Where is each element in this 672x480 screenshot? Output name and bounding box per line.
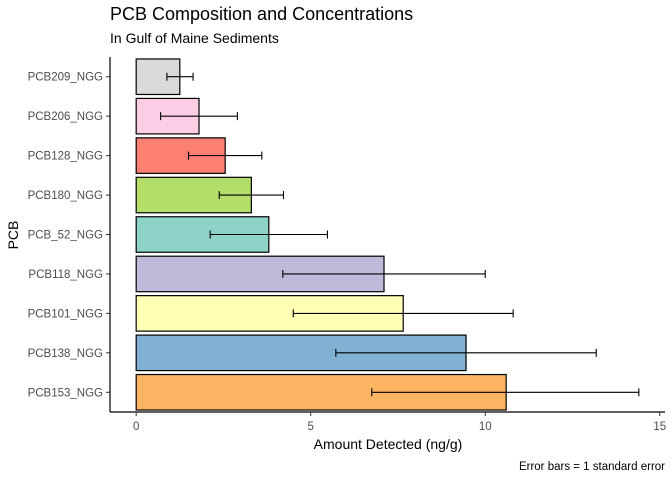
chart-title: PCB Composition and Concentrations [110, 4, 413, 24]
x-axis-title: Amount Detected (ng/g) [314, 436, 463, 452]
x-tick-label: 0 [133, 421, 139, 433]
x-tick-label: 15 [653, 421, 666, 433]
chart-caption: Error bars = 1 standard error [519, 461, 665, 473]
y-tick-label: PCB_52_NGG [28, 230, 103, 242]
y-axis-title: PCB [5, 221, 21, 250]
y-tick-label: PCB209_NGG [28, 72, 103, 84]
x-tick-label: 10 [479, 421, 492, 433]
y-tick-label: PCB206_NGG [28, 111, 103, 123]
y-tick-label: PCB101_NGG [28, 308, 103, 320]
y-tick-label: PCB180_NGG [28, 190, 103, 202]
bar [135, 255, 385, 293]
y-tick-label: PCB153_NGG [28, 387, 103, 399]
y-tick-label: PCB128_NGG [28, 151, 103, 163]
plot-area: PCB209_NGG PCB206_NGG PCB128_NGG PCB180_NGG… [28, 57, 666, 433]
y-tick-label: PCB138_NGG [28, 348, 103, 360]
y-tick-label: PCB118_NGG [28, 269, 103, 281]
chart-subtitle: In Gulf of Maine Sediments [110, 30, 279, 46]
x-tick-label: 5 [308, 421, 314, 433]
